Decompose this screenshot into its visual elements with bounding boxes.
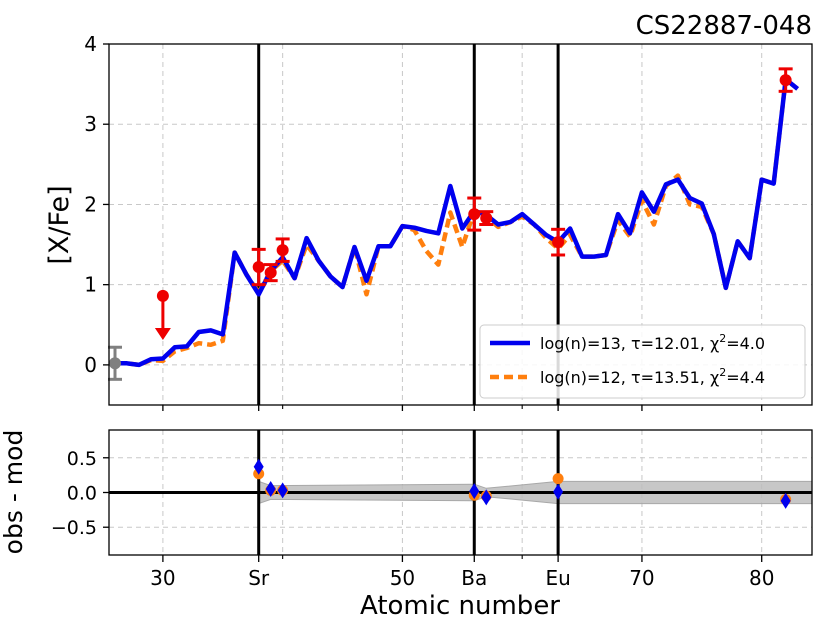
residual-point-diamond	[253, 458, 264, 475]
chart-title: CS22887-048	[636, 11, 812, 41]
bottom-x-tick-label: 30	[150, 566, 175, 590]
top-y-tick-label: 0	[84, 353, 97, 377]
legend-sup-2: 2	[719, 366, 726, 379]
bottom-y-tick-label: 0.0	[67, 483, 97, 505]
top-y-ticks: 0 1 2 3 4	[84, 32, 109, 377]
top-observations	[107, 67, 793, 381]
residual-point-diamond	[780, 492, 791, 509]
top-x-ticks	[162, 405, 763, 411]
bottom-x-tick-label: Eu	[545, 566, 570, 590]
x-axis-label: Atomic number	[360, 591, 560, 621]
bottom-y-axis-label: obs - mod	[0, 430, 28, 555]
bottom-panel: −0.5 0.0 0.5 30 Sr 50 Ba Eu 70 80 obs - mod Atom…	[0, 429, 813, 621]
observation-point	[264, 266, 277, 279]
observation-point	[276, 244, 289, 257]
top-model-lines	[115, 77, 800, 368]
upper-limit-arrow-head	[154, 328, 171, 341]
bottom-y-tick-label: −0.5	[51, 517, 97, 539]
residual-point-circle	[552, 473, 564, 485]
bottom-x-tick-label: 70	[629, 566, 654, 590]
residual-point-diamond	[481, 489, 492, 506]
observation-point	[779, 74, 792, 87]
observation-point	[552, 236, 565, 249]
bottom-x-tick-label: Sr	[248, 566, 270, 590]
bottom-x-tick-label: 50	[390, 566, 415, 590]
top-y-tick-label: 3	[84, 112, 97, 136]
top-y-tick-label: 1	[84, 273, 97, 297]
residual-point-diamond	[265, 481, 276, 498]
bottom-y-tick-label: 0.5	[67, 448, 97, 470]
observation-point	[480, 212, 493, 225]
upper-limit-point	[156, 289, 169, 302]
top-y-tick-label: 4	[84, 32, 97, 56]
model-line-series-2	[115, 77, 800, 368]
top-panel: 0 1 2 3 4 [X/Fe] log(n)=13, τ=12.01, χ2=4.0 …	[44, 32, 813, 411]
residual-points	[253, 458, 792, 509]
legend-box	[479, 324, 806, 399]
bottom-x-tick-label: 80	[749, 566, 774, 590]
bottom-x-tick-label: Ba	[461, 566, 487, 590]
observation-point	[108, 357, 121, 370]
legend: log(n)=13, τ=12.01, χ2=4.0 log(n)=12, τ=…	[479, 324, 806, 399]
residual-point-diamond	[277, 482, 288, 499]
model-line-series-1	[115, 77, 800, 368]
bottom-y-ticks: −0.5 0.0 0.5	[51, 448, 109, 539]
top-y-axis-label: [X/Fe]	[44, 185, 75, 264]
legend-label-series-2: log(n)=12, τ=13.51, χ2=4.4	[540, 366, 765, 387]
legend-sup-1: 2	[719, 332, 726, 345]
residual-point-diamond	[553, 483, 564, 500]
observation-point	[252, 261, 265, 274]
observation-point	[468, 208, 481, 221]
residual-point-diamond	[469, 483, 480, 500]
bottom-x-ticks: 30 Sr 50 Ba Eu 70 80	[150, 555, 774, 590]
top-plot-frame	[108, 43, 813, 406]
legend-label-series-1: log(n)=13, τ=12.01, χ2=4.0	[540, 332, 765, 353]
top-y-tick-label: 2	[84, 192, 97, 216]
